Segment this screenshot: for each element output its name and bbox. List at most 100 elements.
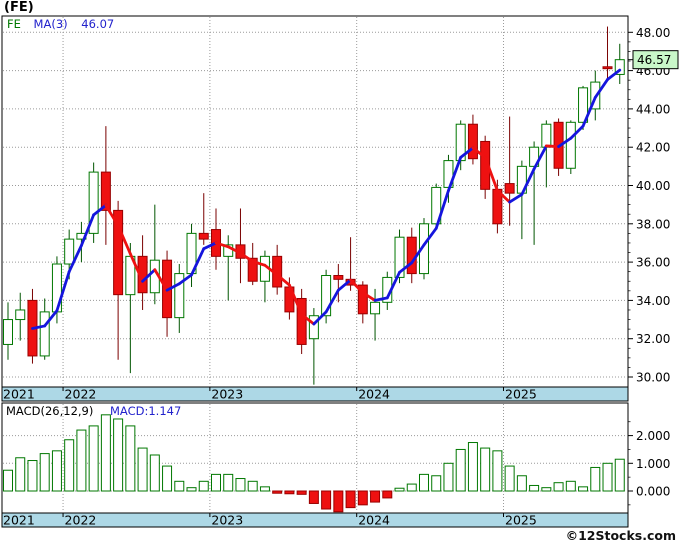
ma-line-segment: [92, 203, 108, 217]
ma-line-segment: [128, 252, 144, 283]
ma-line-segment: [508, 193, 524, 204]
macd-legend: MACD(26,12,9) MACD:1.147: [6, 404, 181, 418]
ma-line-segment: [483, 156, 499, 193]
macd-bar-positive: [492, 450, 503, 492]
macd-bar-positive: [125, 425, 136, 492]
svg-text:34.00: 34.00: [636, 294, 670, 308]
page-title: (FE): [4, 0, 34, 15]
candle-body: [357, 284, 368, 315]
ma-line-segment: [373, 296, 389, 302]
macd-bar-negative: [382, 490, 393, 499]
macd-bar-positive: [149, 454, 160, 492]
macd-bar-positive: [565, 480, 576, 492]
watermark: ©12Stocks.com: [565, 528, 676, 543]
macd-bar-positive: [210, 473, 221, 492]
ma-line-segment: [43, 309, 59, 328]
ma-line-segment: [202, 241, 218, 251]
svg-text:42.00: 42.00: [636, 141, 670, 155]
candle-body: [578, 87, 589, 123]
macd-bar-positive: [614, 458, 625, 492]
macd-bar-positive: [480, 447, 491, 492]
candle-body: [39, 311, 50, 357]
macd-bar-positive: [455, 448, 466, 492]
ma-line-segment: [153, 268, 169, 292]
macd-bar-positive: [88, 425, 99, 492]
macd-bar-negative: [370, 490, 381, 503]
macd-bar-positive: [137, 447, 148, 492]
svg-text:40.00: 40.00: [636, 179, 670, 193]
svg-text:36.00: 36.00: [636, 256, 670, 270]
macd-bar-positive: [418, 473, 429, 492]
macd-legend-value: MACD:1.147: [110, 404, 182, 418]
ma-line-segment: [31, 324, 47, 330]
macd-bar-positive: [113, 418, 124, 492]
ma-line-segment: [349, 278, 365, 295]
svg-text:2024: 2024: [358, 513, 390, 528]
ma-line-segment: [520, 167, 536, 196]
svg-text:2022: 2022: [65, 387, 97, 402]
ma-line-segment: [116, 224, 132, 256]
candle-body: [406, 236, 417, 275]
macd-bar-positive: [529, 484, 540, 492]
macd-bar-negative: [308, 490, 319, 504]
ma-line-segment: [336, 278, 352, 292]
macd-bar-negative: [357, 490, 368, 506]
svg-text:2022: 2022: [65, 513, 97, 528]
macd-bar-positive: [64, 439, 75, 492]
candle-body: [504, 183, 515, 194]
candle-body: [614, 59, 625, 75]
macd-bar-positive: [174, 480, 185, 492]
svg-text:2021: 2021: [3, 387, 35, 402]
candle-body: [198, 232, 209, 240]
macd-bar-negative: [333, 490, 344, 513]
macd-bar-positive: [186, 487, 197, 492]
macd-bar-positive: [553, 482, 564, 492]
ma-line-segment: [398, 261, 414, 274]
macd-bar-positive: [223, 473, 234, 492]
ma-line-segment: [55, 270, 71, 313]
ma-line-segment: [324, 288, 340, 314]
macd-bar-negative: [345, 490, 356, 509]
candle-body: [64, 238, 75, 265]
svg-text:0.000: 0.000: [636, 485, 670, 499]
macd-bar-positive: [235, 478, 246, 492]
svg-text:48.00: 48.00: [636, 26, 670, 40]
ma-line-segment: [263, 263, 279, 277]
candle-body: [15, 309, 26, 321]
ma-line-segment: [104, 203, 120, 228]
ma-line-segment: [361, 291, 377, 302]
ma-line-segment: [581, 96, 597, 128]
ma-line-segment: [544, 144, 560, 148]
ma-line-segment: [300, 313, 316, 326]
candle-body: [113, 209, 124, 296]
macd-bar-positive: [15, 457, 26, 492]
ma-line-segment: [447, 156, 463, 193]
ma-line: [31, 68, 622, 330]
ma-line-segment: [177, 273, 193, 286]
ma-line-segment: [80, 213, 96, 247]
macd-bar-positive: [431, 475, 442, 492]
macd-bar-positive: [394, 487, 405, 492]
svg-text:2024: 2024: [358, 387, 390, 402]
macd-bar-positive: [39, 453, 50, 492]
macd-bar-positive: [3, 469, 13, 492]
ma-line-segment: [190, 247, 206, 277]
candles: [3, 26, 625, 385]
svg-text:2025: 2025: [505, 387, 537, 402]
svg-text:2.000: 2.000: [636, 429, 670, 443]
macd-bar-positive: [100, 414, 111, 492]
candle-body: [565, 121, 576, 169]
macd-bar-negative: [321, 490, 332, 510]
svg-text:2025: 2025: [505, 513, 537, 528]
ma-line-segment: [214, 241, 230, 249]
axis-bands: [1, 15, 629, 528]
year-grid-and-labels: 2021 2021 2022 2022 2023 2023 2024 2024 2025 2025: [3, 17, 537, 528]
candle-body: [308, 315, 319, 340]
ma-line-segment: [141, 268, 157, 283]
macd-bar-positive: [198, 480, 209, 492]
ma-line-segment: [569, 124, 585, 140]
candle-body: [394, 236, 405, 278]
right-axis: 46.57: [627, 16, 679, 527]
ma-line-segment: [165, 282, 181, 292]
